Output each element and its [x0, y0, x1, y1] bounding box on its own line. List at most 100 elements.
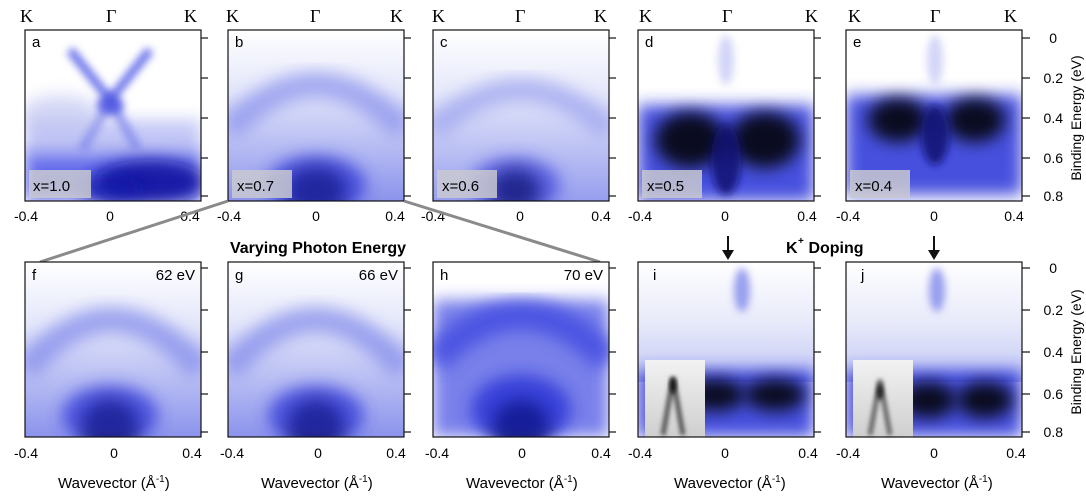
doping-label-sup: +	[798, 236, 804, 247]
x-tick: 0.4	[797, 208, 817, 224]
x-tick: -0.4	[425, 445, 449, 461]
k-label-left: K	[432, 6, 445, 26]
x-tick: 0.4	[591, 445, 611, 461]
panel-d-label: x=0.5	[647, 178, 684, 195]
panel-b-intensity	[228, 30, 404, 201]
x-tick: -0.4	[220, 445, 244, 461]
x-tick: 0	[518, 445, 526, 461]
gamma-label: Γ	[310, 6, 320, 26]
x-tick: 0	[930, 445, 938, 461]
panel-tick-marks-bottom	[201, 267, 821, 433]
panel-b-label: x=0.7	[237, 178, 274, 195]
panel-e: e x=0.4	[845, 29, 1023, 202]
k-label-right: K	[594, 6, 607, 26]
k-label-right: K	[805, 6, 818, 26]
zoom-connector-lines	[39, 199, 601, 264]
varying-photon-energy-label: Varying Photon Energy	[230, 240, 406, 257]
x-axis-label: Wavevector (Å-1)	[261, 474, 373, 492]
y-tick: 0.2	[1044, 70, 1064, 86]
y-axis-label: Binding Energy (eV)	[1068, 55, 1084, 180]
panel-e-label: x=0.4	[855, 178, 892, 195]
panel-i: i	[637, 261, 815, 438]
panel-a-letter: a	[32, 34, 41, 51]
k-label-left: K	[20, 6, 33, 26]
panel-j-letter: j	[860, 267, 864, 284]
x-tick: -0.4	[14, 208, 38, 224]
y-tick: 0.8	[1044, 188, 1064, 204]
x-tick: 0.4	[1006, 445, 1026, 461]
x-tick: -0.4	[628, 445, 652, 461]
panel-b-letter: b	[235, 34, 243, 51]
panel-c-intensity	[433, 30, 609, 201]
k-doping-label: K + Doping	[786, 236, 864, 257]
y-tick: 0.8	[1044, 424, 1064, 440]
x-tick: 0.4	[385, 208, 405, 224]
panel-e-letter: e	[853, 34, 861, 51]
panel-d-letter: d	[645, 34, 653, 51]
x-tick: -0.4	[217, 208, 241, 224]
x-axis-label: Wavevector (Å-1)	[58, 474, 170, 492]
panel-j: j	[845, 261, 1023, 438]
y-tick: 0.6	[1044, 386, 1064, 402]
y-tick: 0.2	[1044, 302, 1064, 318]
panel-a: a x=1.0	[24, 29, 202, 202]
doping-arrow-d	[722, 236, 734, 260]
k-label-left: K	[226, 6, 239, 26]
panel-h-intensity	[433, 300, 609, 437]
x-axis-labels: Wavevector (Å-1) Wavevector (Å-1) Waveve…	[58, 474, 993, 492]
y-tick: 0.4	[1044, 344, 1064, 360]
x-tick: -0.4	[628, 208, 652, 224]
doping-label-main: K	[786, 240, 798, 257]
y-axis-bottom: 0 0.2 0.4 0.6 0.8 Binding Energy (eV)	[1022, 260, 1084, 440]
panel-b: b x=0.7	[227, 29, 405, 202]
k-label-right: K	[1004, 6, 1017, 26]
panel-c-letter: c	[440, 34, 448, 51]
gamma-label: Γ	[930, 6, 940, 26]
panel-d-intensity	[638, 35, 814, 201]
panel-d: d x=0.5	[637, 29, 815, 202]
x-tick: 0	[314, 445, 322, 461]
x-tick: -0.4	[836, 208, 860, 224]
panel-f-energy: 62 eV	[156, 267, 195, 284]
x-ticks-bottom: -0.4 0 0.4 -0.4 0 0.4 -0.4 0 0.4 -0.4 0 …	[14, 445, 1026, 461]
x-tick: 0	[930, 208, 938, 224]
y-axis-top: 0 0.2 0.4 0.6 0.8 Binding Energy (eV)	[1022, 30, 1084, 204]
x-axis-label: Wavevector (Å-1)	[466, 474, 578, 492]
panel-j-inset-band	[867, 379, 893, 436]
panel-g-letter: g	[235, 267, 243, 284]
k-label-right: K	[184, 6, 197, 26]
y-axis-label: Binding Energy (eV)	[1068, 289, 1084, 414]
panel-f-intensity	[25, 262, 201, 437]
panel-i-letter: i	[653, 267, 656, 284]
x-tick: 0	[516, 208, 524, 224]
x-axis-label: Wavevector (Å-1)	[674, 474, 786, 492]
panel-c-label: x=0.6	[442, 178, 479, 195]
x-tick: 0.4	[386, 445, 406, 461]
y-tick: 0	[1049, 260, 1057, 276]
panel-a-label: x=1.0	[33, 178, 70, 195]
x-tick: 0	[721, 208, 729, 224]
panel-h: h 70 eV	[432, 261, 610, 438]
x-axis-label: Wavevector (Å-1)	[881, 474, 993, 492]
panel-f: f 62 eV	[24, 261, 202, 438]
gamma-label: Γ	[106, 6, 116, 26]
x-tick: 0.4	[1004, 208, 1024, 224]
x-tick: 0.4	[182, 445, 202, 461]
x-tick: -0.4	[836, 445, 860, 461]
y-tick: 0.4	[1044, 110, 1064, 126]
panel-g: g 66 eV	[227, 261, 405, 438]
x-tick: 0	[110, 445, 118, 461]
panel-tick-marks-top	[201, 37, 821, 197]
panel-a-intensity	[25, 47, 201, 201]
panel-c: c x=0.6	[432, 29, 610, 202]
panel-g-intensity	[228, 262, 404, 437]
k-labels-top: K Γ K K Γ K K Γ K K Γ K K Γ K	[20, 6, 1017, 26]
doping-arrow-e	[928, 236, 940, 260]
panel-g-energy: 66 eV	[359, 267, 398, 284]
x-tick: 0	[312, 208, 320, 224]
x-tick: 0	[721, 445, 729, 461]
x-tick: 0.4	[798, 445, 818, 461]
panel-f-letter: f	[32, 267, 37, 284]
gamma-label: Γ	[515, 6, 525, 26]
